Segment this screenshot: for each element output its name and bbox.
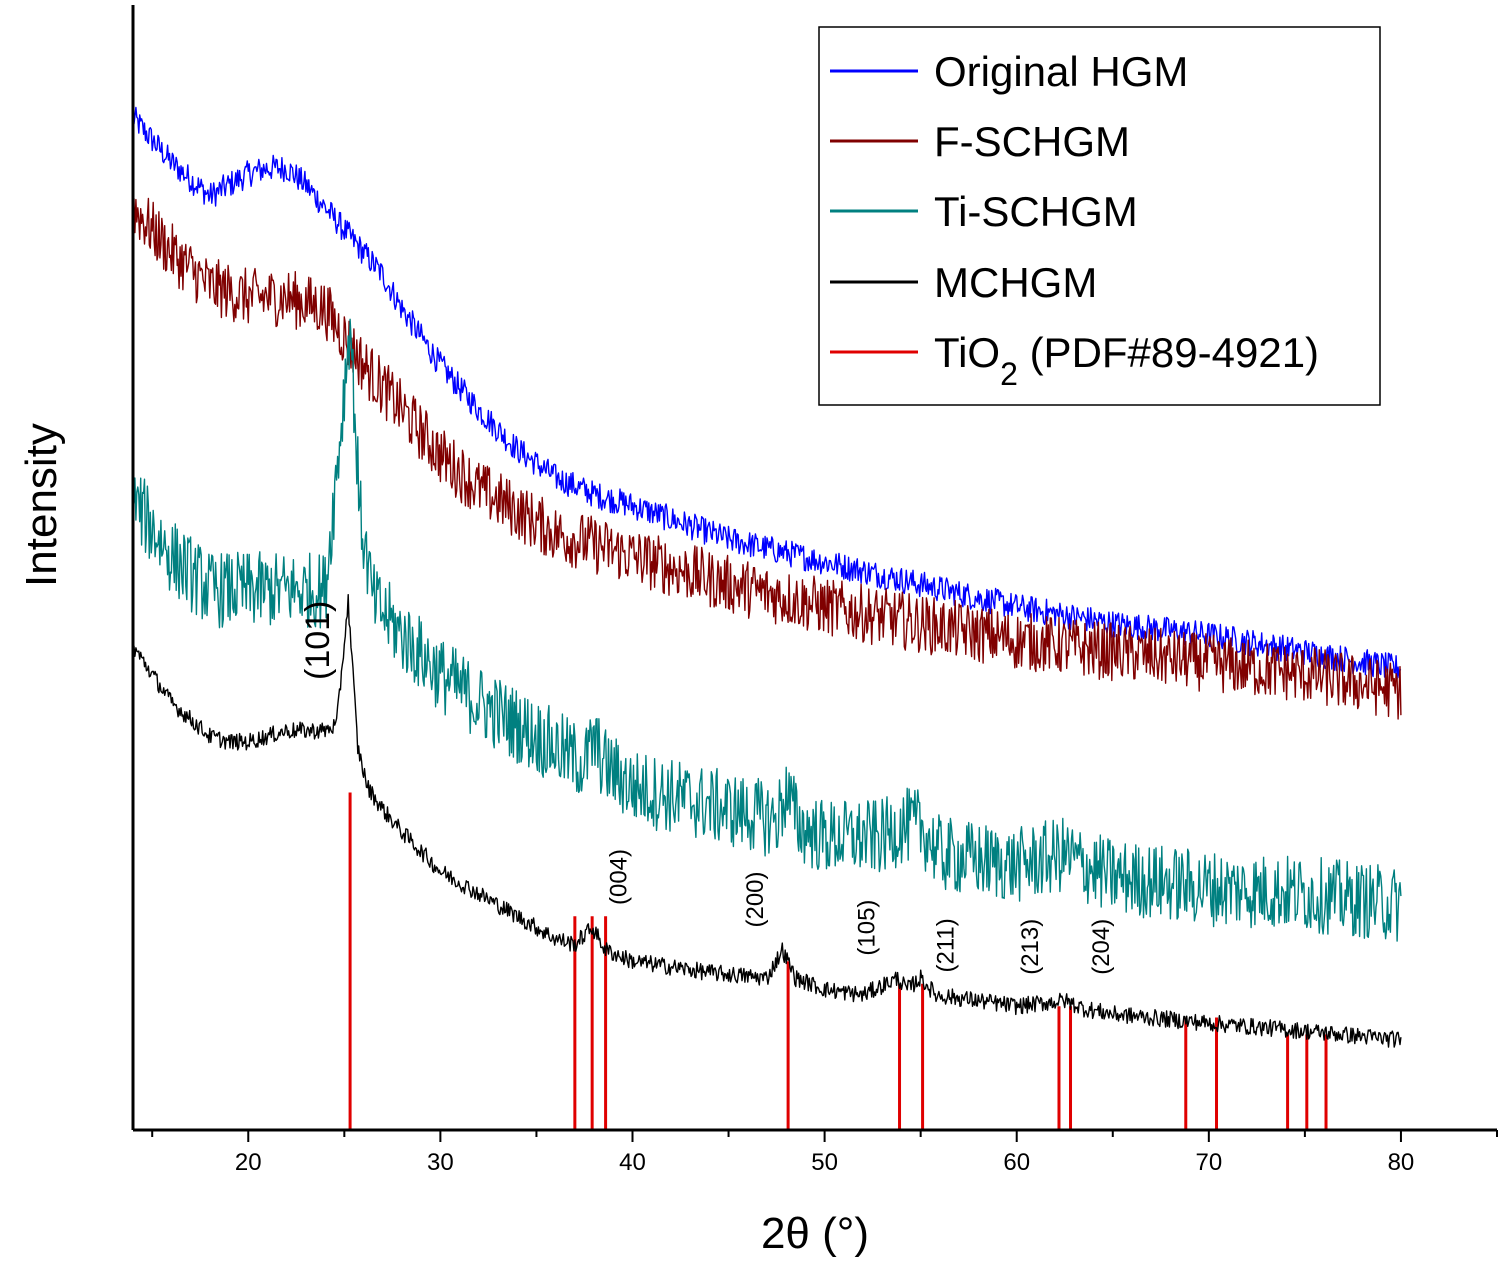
x-tick-label: 50 xyxy=(811,1149,838,1176)
x-ticks: 20 30 40 50 60 70 80 xyxy=(151,1130,1498,1176)
peak-label: (200) xyxy=(742,871,769,927)
legend-label-original-hgm: Original HGM xyxy=(934,48,1188,95)
peak-label: (101) xyxy=(299,601,337,680)
series-line-original-hgm xyxy=(132,106,1402,680)
peak-label: (105) xyxy=(854,900,881,956)
legend: Original HGM F-SCHGM Ti-SCHGM MCHGM TiO2… xyxy=(818,26,1381,406)
peak-label: (204) xyxy=(1088,919,1115,975)
x-tick-label: 20 xyxy=(235,1149,262,1176)
peak-annotations: (101) (004) (200) (105) (211) (213) (204) xyxy=(299,601,1115,975)
x-tick-label: 30 xyxy=(427,1149,454,1176)
legend-label-tio2-sub: 2 xyxy=(1000,356,1018,392)
legend-box xyxy=(818,26,1381,406)
series-line-mchgm xyxy=(132,594,1402,1048)
peak-label: (213) xyxy=(1017,919,1044,975)
x-tick-label: 70 xyxy=(1195,1149,1222,1176)
legend-label-ti-schgm: Ti-SCHGM xyxy=(934,188,1138,235)
axes xyxy=(131,5,1497,1132)
peak-label: (211) xyxy=(932,918,959,972)
series-layer xyxy=(132,106,1402,1048)
legend-label-tio2-base: TiO xyxy=(934,329,1000,376)
x-tick-label: 40 xyxy=(619,1149,646,1176)
x-axis-title: 2θ (°) xyxy=(761,1209,869,1258)
x-tick-label: 60 xyxy=(1003,1149,1030,1176)
legend-label-tio2: TiO2 (PDF#89-4921) xyxy=(934,329,1319,392)
legend-label-f-schgm: F-SCHGM xyxy=(934,118,1130,165)
legend-label-mchgm: MCHGM xyxy=(934,259,1097,306)
peak-label: (004) xyxy=(606,849,633,905)
x-tick-label: 80 xyxy=(1388,1149,1415,1176)
series-line-f-schgm xyxy=(132,197,1402,720)
reference-lines xyxy=(348,792,1328,1130)
y-axis-title: Intensity xyxy=(17,423,66,587)
legend-label-tio2-suffix: (PDF#89-4921) xyxy=(1018,329,1319,376)
series-line-ti-schgm xyxy=(132,318,1402,942)
